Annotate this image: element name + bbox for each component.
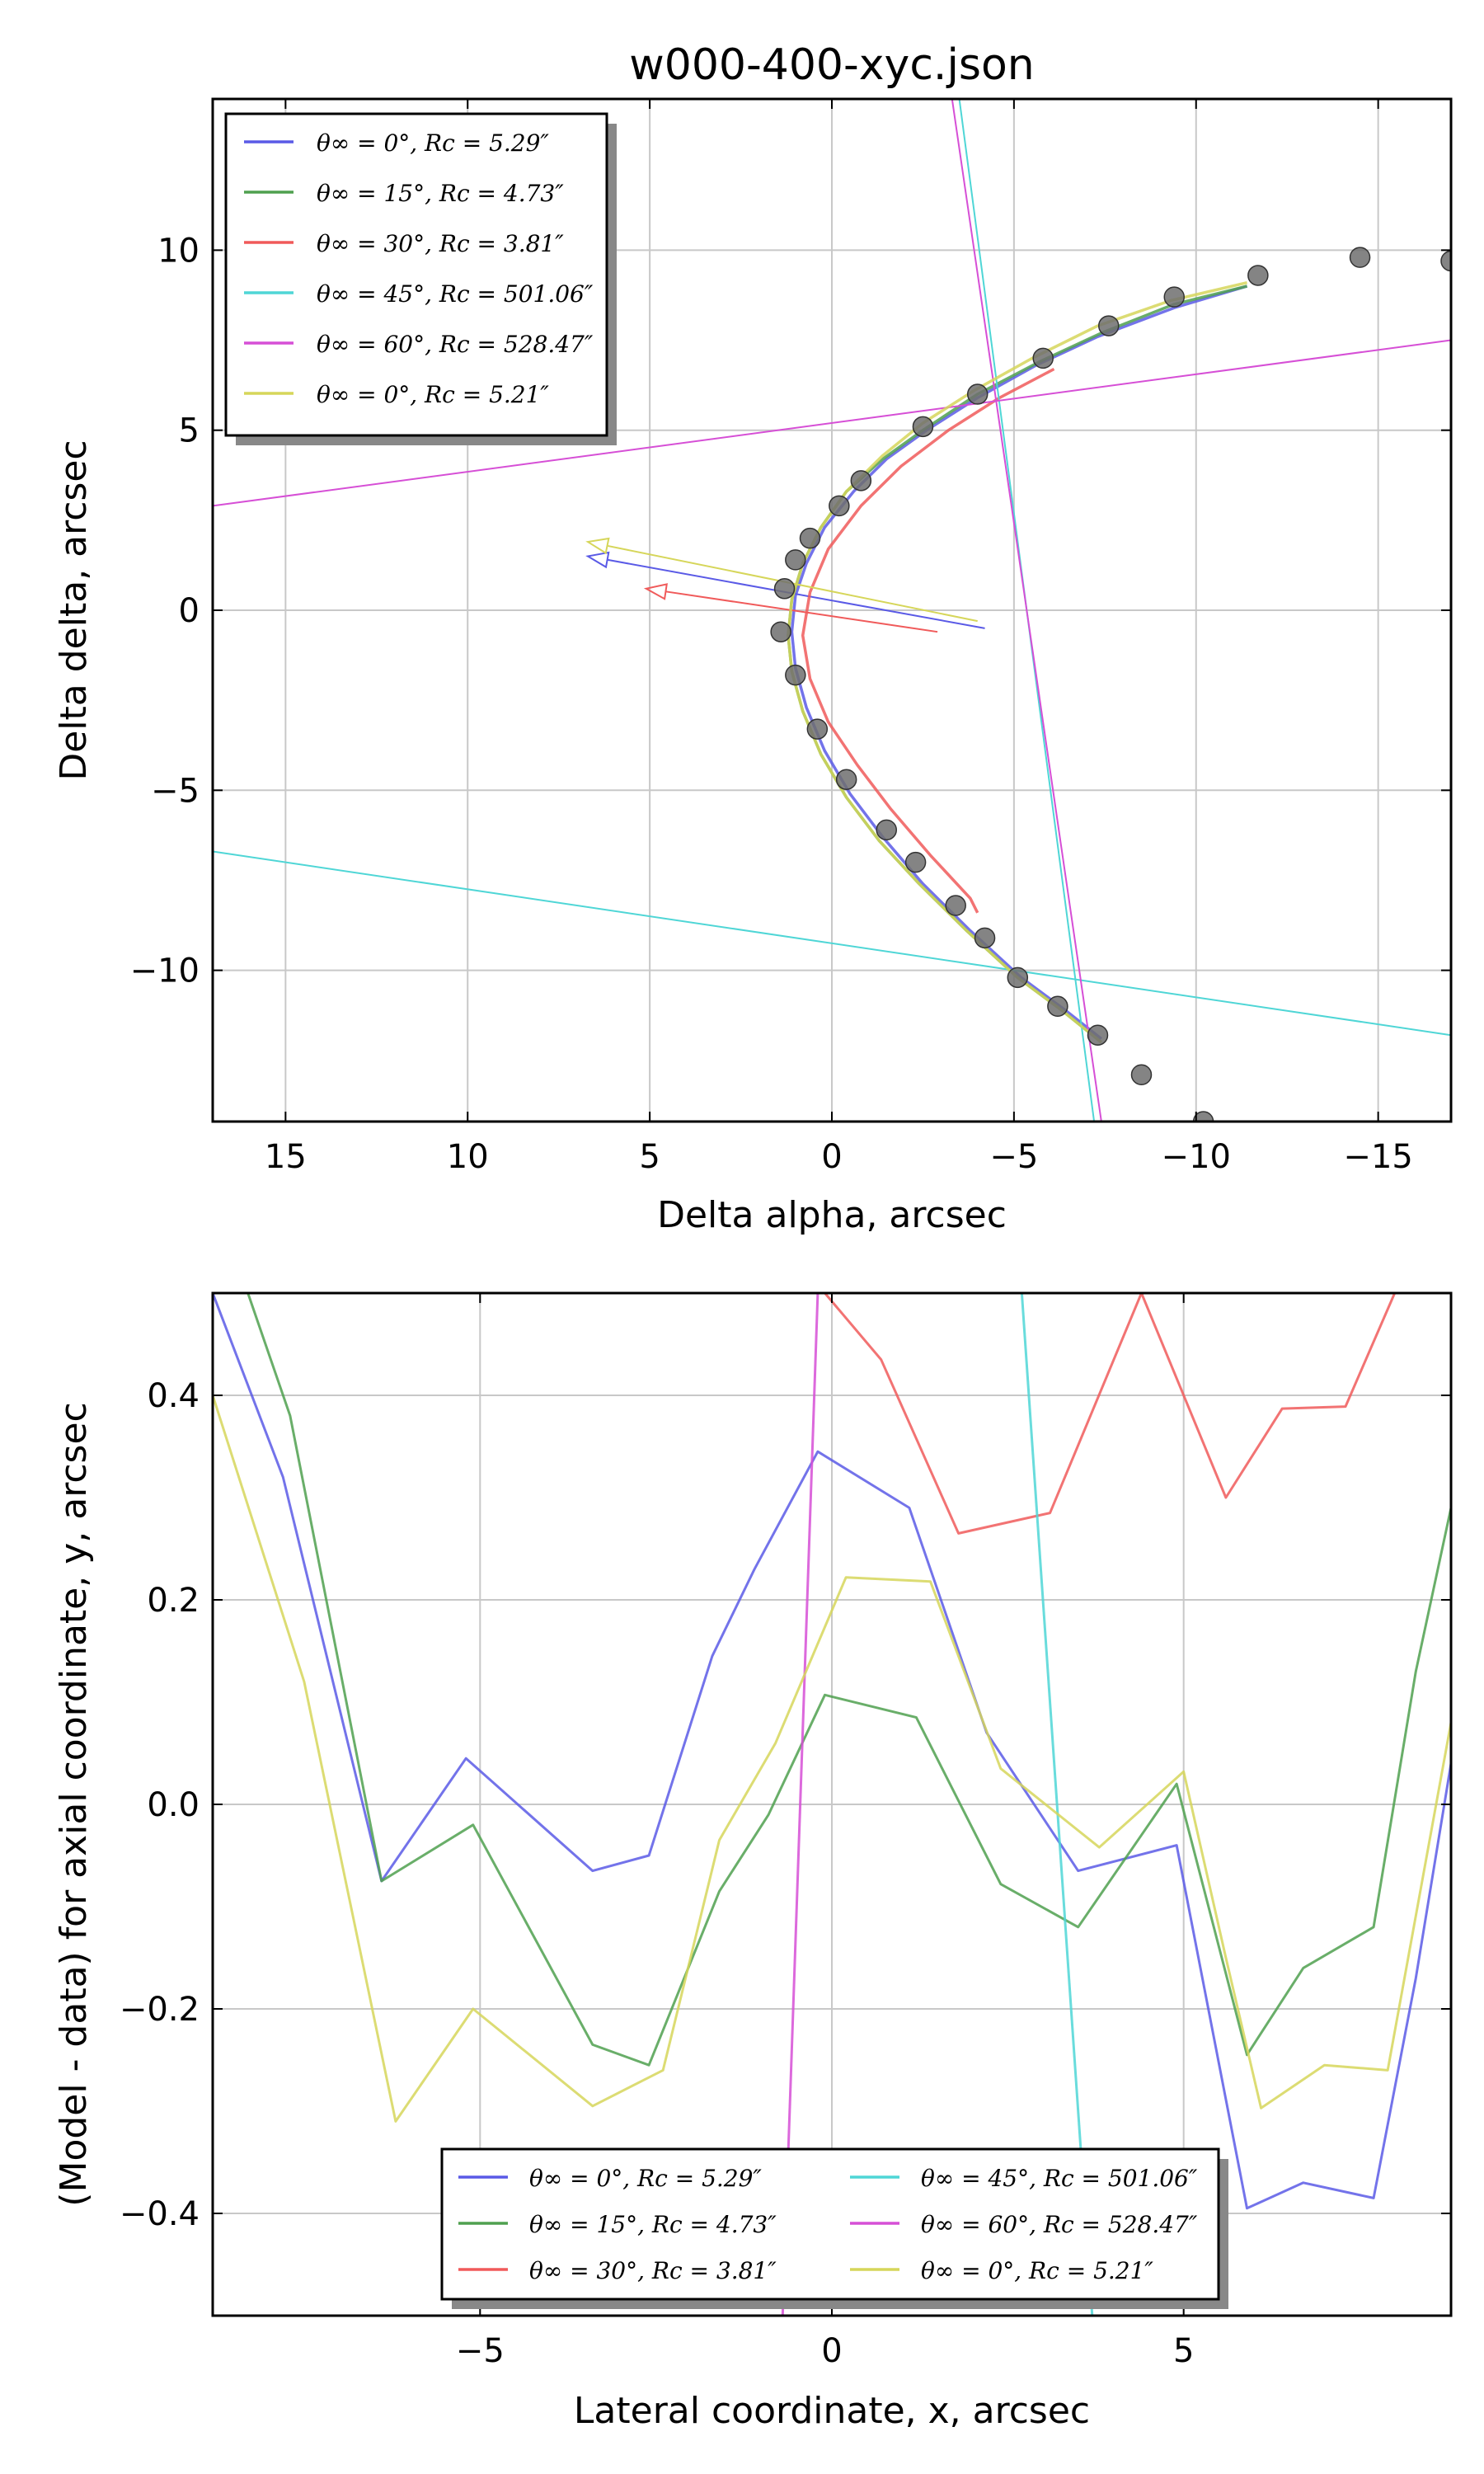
top-red-arrow-shaft [665,590,938,633]
data-point [1007,967,1029,989]
bottom-x-tick-label: −5 [456,2332,505,2370]
top-y-tick-label: 10 [157,232,200,270]
data-point [835,769,857,790]
top-legend: θ∞ = 0°, Rc = 5.29″ θ∞ = 15°, Rc = 4.73″ θ… [224,112,617,445]
top-x-axis-label: Delta alpha, arcsec [657,1194,1007,1236]
bottom-cyan-line [1020,1293,1094,2316]
top-legend-label-red: θ∞ = 30°, Rc = 3.81″ [317,230,564,257]
top-plot-area [213,99,1451,1122]
top-legend-box [224,112,608,437]
data-point [1087,1024,1109,1046]
top-magenta-line [951,99,1102,1122]
top-legend-label-cyan: θ∞ = 45°, Rc = 501.06″ [317,280,594,308]
bottom-yellow-line [213,1395,1451,2123]
top-x-tick-label: −15 [1343,1138,1412,1176]
top-green-curve [787,285,1248,1044]
data-point [1349,247,1371,268]
top-legend-label-yellow: θ∞ = 0°, Rc = 5.21″ [317,381,549,408]
data-point [904,851,927,873]
top-x-tick-label: 5 [639,1138,660,1176]
top-chart-title: w000-400-xyc.json [629,40,1035,90]
top-y-tick-label: 5 [179,412,200,450]
bottom-y-tick-label: 0.2 [147,1582,200,1620]
bottom-y-axis-label: (Model - data) for axial coordinate, y, … [53,1402,95,2206]
top-blue-curve [790,285,1248,1040]
bottom-x-axis-label: Lateral coordinate, x, arcsec [574,2390,1090,2432]
top-legend-label-green: θ∞ = 15°, Rc = 4.73″ [317,180,564,207]
top-y-tick-label: −5 [151,772,200,810]
top-cyan-line [213,850,1451,1037]
bottom-legend-box [440,2147,1220,2301]
bottom-ticks: −5 0 5 −0.4 −0.2 0.0 0.2 0.4 [120,1293,1451,2370]
data-point [785,664,806,686]
data-point [1163,286,1186,308]
data-point [974,927,996,949]
data-point [1440,250,1451,272]
top-magenta-line [213,339,1451,507]
bottom-legend-label-green: θ∞ = 15°, Rc = 4.73″ [529,2211,777,2238]
bottom-legend-label-blue: θ∞ = 0°, Rc = 5.29″ [529,2165,762,2192]
top-x-tick-label: 10 [447,1138,489,1176]
data-point [1047,995,1068,1018]
top-blue-arrow-shaft [607,558,985,629]
top-yellow-arrow-head [585,537,610,555]
top-y-tick-label: 0 [179,592,200,630]
top-red-curve [801,367,1055,914]
top-blue-arrow-head [585,551,610,569]
top-x-tick-label: 0 [821,1138,842,1176]
data-point [945,895,966,916]
top-y-axis-label: Delta delta, arcsec [53,440,95,780]
bottom-blue-line [213,1293,1451,2210]
bottom-red-line [824,1293,1397,1535]
bottom-legend-label-yellow: θ∞ = 0°, Rc = 5.21″ [921,2257,1153,2284]
data-point [1097,315,1120,336]
bottom-x-tick-label: 5 [1173,2332,1194,2370]
bottom-y-tick-label: −0.2 [120,1991,200,2029]
top-red-arrow-head [643,583,668,600]
data-point [1130,1064,1153,1085]
top-x-tick-label: −5 [989,1138,1038,1176]
data-point [876,819,898,841]
data-point [1247,265,1269,286]
top-x-tick-label: 15 [265,1138,307,1176]
data-point [850,470,872,492]
top-x-tick-label: −10 [1162,1138,1231,1176]
bottom-legend-label-cyan: θ∞ = 45°, Rc = 501.06″ [921,2165,1198,2192]
top-ticks: 15 10 5 0 −5 −10 −15 −10 −5 0 5 10 [130,99,1451,1176]
data-point [770,621,791,642]
bottom-y-tick-label: 0.0 [147,1786,200,1824]
bottom-legend-label-magenta: θ∞ = 60°, Rc = 528.47″ [921,2211,1198,2238]
bottom-chart: −5 0 5 −0.4 −0.2 0.0 0.2 0.4 Lateral coordinate… [53,1291,1453,2432]
top-chart: w000-400-xyc.json 15 10 5 0 −5 −10 −15−10−5051… [53,40,1453,1236]
bottom-y-tick-label: 0.4 [147,1377,200,1415]
data-point [1032,347,1054,369]
bottom-x-tick-label: 0 [821,2332,842,2370]
top-legend-label-blue: θ∞ = 0°, Rc = 5.29″ [317,129,549,157]
top-legend-label-magenta: θ∞ = 60°, Rc = 528.47″ [317,331,594,358]
top-yellow-curve [787,280,1248,1044]
data-point [966,383,989,405]
data-point [799,527,821,549]
data-point [806,718,829,740]
bottom-plot-area [213,1293,1451,2316]
top-y-tick-label: −10 [130,952,200,990]
data-point [773,578,796,600]
bottom-legend: θ∞ = 0°, Rc = 5.29″ θ∞ = 15°, Rc = 4.73″ θ… [440,2147,1228,2309]
bottom-legend-label-red: θ∞ = 30°, Rc = 3.81″ [529,2257,777,2284]
data-point [1192,1111,1214,1122]
bottom-y-tick-label: −0.4 [120,2195,200,2233]
data-point [829,495,850,517]
bottom-magenta-line [781,1293,819,2316]
data-point [785,549,806,571]
data-point [912,416,934,438]
bottom-green-line [247,1293,1451,2067]
